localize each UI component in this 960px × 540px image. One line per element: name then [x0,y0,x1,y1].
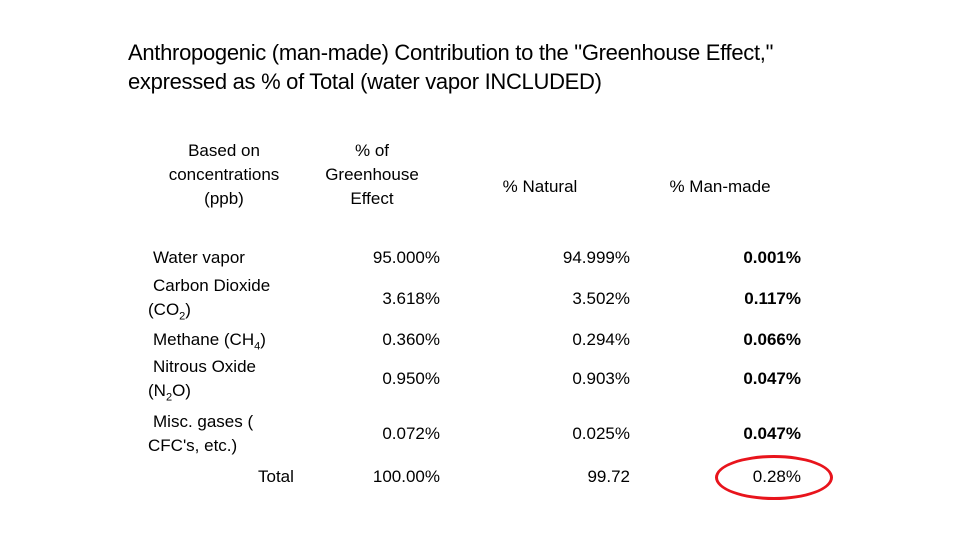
cell-man-made: 0.047% [743,424,801,443]
row-label-methane: Methane (CH4) [153,330,266,353]
cell-natural-total: 99.72 [587,467,630,486]
cell-man-made: 0.117% [744,289,801,308]
cell-effect: 0.360% [382,330,440,349]
cell-natural: 3.502% [572,289,630,308]
header-percent-effect: % of Greenhouse Effect [325,141,419,208]
cell-man-made: 0.047% [743,369,801,388]
row-label-carbon-dioxide: Carbon Dioxide (CO2) [148,276,271,323]
row-label-nitrous-oxide: Nitrous Oxide (N2O) [148,357,256,404]
cell-natural: 0.294% [572,330,630,349]
cell-man-made: 0.001% [743,248,801,267]
cell-effect: 0.950% [382,369,440,388]
header-basis: Based on concentrations (ppb) [168,141,280,208]
header-natural: % Natural [502,177,578,196]
row-label-misc-gases: Misc. gases ( CFC's, etc.) [148,412,254,455]
row-label-water-vapor: Water vapor [153,248,245,267]
cell-natural: 94.999% [562,248,630,267]
header-man-made: % Man-made [669,177,771,196]
cell-man-made: 0.066% [743,330,801,349]
cell-effect: 0.072% [382,424,440,443]
cell-effect-total: 100.00% [372,467,440,486]
page-title: Anthropogenic (man-made) Contribution to… [128,40,774,94]
cell-natural: 0.025% [572,424,630,443]
cell-natural: 0.903% [572,369,630,388]
row-label-total: Total [258,467,294,486]
cell-effect: 95.000% [372,248,440,267]
highlight-ellipse [715,455,833,500]
cell-effect: 3.618% [382,289,440,308]
